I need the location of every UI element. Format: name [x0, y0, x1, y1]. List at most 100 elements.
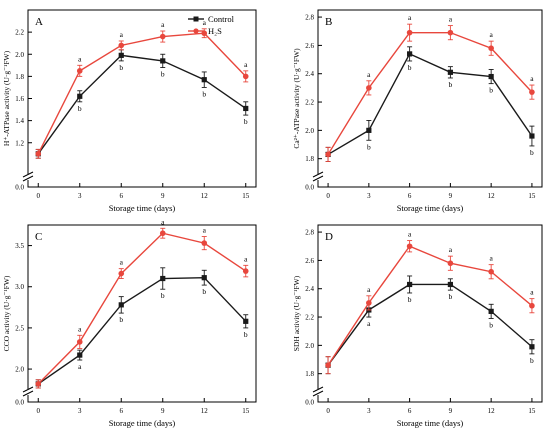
y-tick-label: 0.0 [305, 399, 314, 407]
x-tick-label: 3 [78, 407, 82, 415]
data-point [488, 308, 494, 314]
data-point [76, 339, 83, 345]
significance-letter: a [161, 20, 165, 29]
plot-frame [27, 9, 257, 188]
y-axis-title: H⁺-ATPase activity (U·g⁻¹FW) [2, 50, 11, 146]
x-tick-label: 12 [201, 407, 209, 415]
data-point [77, 352, 83, 358]
x-tick-label: 3 [367, 407, 371, 415]
significance-letter: a [408, 230, 412, 239]
x-tick-label: 6 [120, 407, 124, 415]
x-tick-label: 9 [161, 192, 165, 200]
x-tick-label: 15 [528, 407, 536, 415]
significance-letter: a [449, 15, 453, 24]
x-tick-label: 15 [242, 407, 250, 415]
axis-break-gap [23, 389, 33, 395]
legend-marker [193, 28, 199, 34]
axis-break-mark [22, 386, 34, 393]
legend-marker [193, 16, 199, 22]
data-point [243, 105, 249, 112]
plot-frame [27, 224, 257, 403]
axis-break-gap [23, 174, 33, 180]
plot-frame [317, 224, 543, 403]
data-point [447, 260, 454, 267]
y-tick-label: 3.5 [15, 242, 24, 250]
series-line [327, 31, 533, 155]
data-point [366, 85, 372, 91]
x-tick-label: 0 [326, 192, 330, 200]
significance-letter: b [367, 142, 371, 151]
axis-break-gap [313, 389, 323, 395]
x-axis-title: Storage time (days) [109, 418, 176, 428]
y-tick-label: 2.0 [15, 51, 24, 59]
y-tick-label: 2.2 [15, 29, 24, 37]
significance-letter: b [530, 356, 534, 365]
data-point [406, 29, 413, 36]
data-point [76, 68, 83, 74]
y-tick-label: 0.0 [15, 184, 24, 192]
significance-letter: b [161, 70, 165, 79]
y-tick-label: 2.2 [305, 314, 314, 322]
significance-letter: a [449, 245, 453, 254]
x-tick-label: 15 [242, 192, 250, 200]
y-tick-label: 3.0 [15, 283, 24, 291]
significance-letter: a [161, 217, 165, 226]
x-axis-title: Storage time (days) [397, 203, 464, 213]
y-tick-label: 1.8 [305, 370, 314, 378]
data-point [118, 52, 124, 58]
data-point [77, 93, 83, 99]
y-tick-label: 2.0 [15, 366, 24, 374]
significance-letter: b [449, 80, 453, 89]
y-tick-label: 1.6 [15, 95, 24, 103]
x-tick-label: 3 [367, 192, 371, 200]
data-point [529, 133, 535, 139]
data-point [529, 344, 535, 350]
x-tick-label: 6 [408, 192, 412, 200]
y-tick-label: 1.2 [15, 139, 24, 147]
data-point [118, 302, 124, 308]
data-point [118, 270, 125, 277]
significance-letter: a [367, 70, 371, 79]
x-tick-label: 12 [201, 192, 209, 200]
x-tick-label: 0 [37, 407, 41, 415]
y-tick-label: 2.6 [305, 42, 314, 50]
axis-break-mark [22, 171, 34, 178]
series-line [327, 52, 533, 156]
data-point [325, 362, 331, 368]
data-point [447, 281, 453, 288]
significance-letter: a [78, 324, 82, 333]
significance-letter: a [244, 254, 248, 263]
significance-letter: a [120, 258, 124, 267]
significance-letter: a [203, 18, 207, 27]
data-point [447, 29, 454, 36]
y-tick-label: 2.8 [305, 229, 314, 237]
series-line [37, 54, 247, 155]
data-point [159, 230, 166, 237]
data-point [366, 300, 372, 306]
y-tick-label: 1.8 [305, 155, 314, 163]
y-tick-label: 1.8 [15, 73, 24, 81]
data-point [529, 302, 535, 309]
significance-letter: b [119, 63, 123, 72]
y-tick-label: 2.0 [305, 342, 314, 350]
data-point [488, 73, 494, 80]
data-point [160, 58, 166, 64]
panel-letter: D [325, 231, 333, 243]
significance-letter: a [367, 319, 371, 328]
legend: Control H₂S [188, 14, 235, 36]
significance-letter: b [119, 315, 123, 324]
panel-d: 0.0 1.8 2.0 2.2 2.4 2.6 2.8 0 3 6 9 12 15 Storage tim… [292, 224, 543, 428]
data-point [201, 77, 207, 83]
y-tick-label: 2.5 [15, 324, 24, 332]
data-point [488, 268, 494, 275]
data-point [201, 30, 208, 37]
series-control: b b b b b [35, 49, 249, 159]
significance-letter: b [202, 287, 206, 296]
y-tick-label: 2.8 [305, 14, 314, 22]
legend-label: H₂S [208, 26, 222, 36]
significance-letter: a [367, 285, 371, 294]
series-control: a b b b b [325, 275, 535, 375]
data-point [406, 243, 413, 250]
x-tick-label: 15 [528, 192, 536, 200]
significance-letter: b [408, 295, 412, 304]
